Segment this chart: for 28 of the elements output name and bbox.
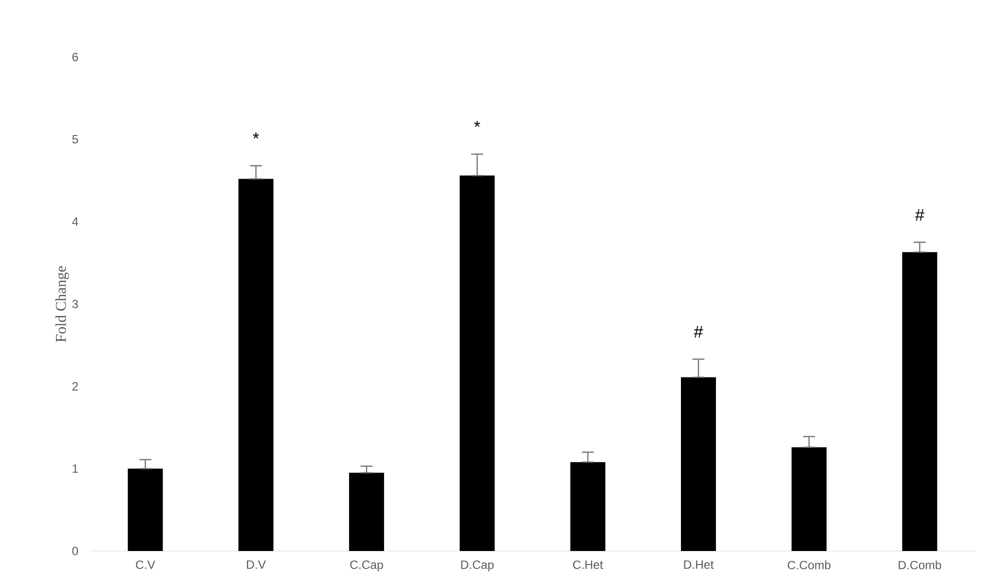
annotation: #	[915, 209, 924, 221]
bar	[238, 178, 274, 551]
annotation: #	[694, 326, 704, 338]
y-tick-label: 5	[72, 135, 78, 144]
x-tick-label: C.Cap	[350, 560, 383, 572]
x-tick-label: C.Het	[573, 560, 604, 569]
bar	[460, 176, 495, 551]
x-tick-label: D.Het	[684, 560, 714, 569]
bar	[128, 468, 163, 551]
y-tick-label: 0	[72, 546, 78, 556]
y-tick-label: 1	[72, 464, 78, 473]
annotation: *	[474, 120, 480, 127]
bar	[902, 252, 938, 551]
y-tick-label: 2	[72, 382, 78, 391]
y-tick-label: 3	[72, 300, 78, 308]
y-tick-label: 4	[72, 218, 78, 226]
bar	[349, 472, 384, 551]
y-axis-title: Fold Change	[55, 266, 69, 342]
x-tick-label: C.Comb	[788, 560, 830, 570]
bar	[680, 377, 716, 551]
x-tick-label: D.V	[246, 560, 266, 569]
bar	[570, 462, 606, 551]
x-tick-label: C.V	[136, 560, 156, 569]
annotation: *	[252, 132, 259, 138]
x-tick-label: D.Cap	[461, 560, 494, 572]
y-tick-label: 6	[72, 52, 78, 62]
bar	[792, 447, 827, 551]
x-tick-label: D.Comb	[898, 560, 942, 570]
